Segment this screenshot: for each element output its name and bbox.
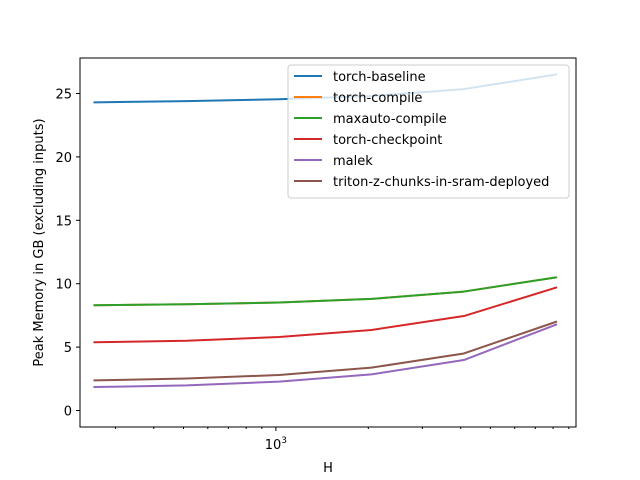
series-line-malek — [93, 323, 558, 389]
series-line-maxauto-compile — [93, 276, 558, 307]
series-line-triton-z-chunks-in-sram-deployed — [93, 320, 558, 382]
legend-label-maxauto-compile: maxauto-compile — [333, 112, 447, 127]
y-tick-label: 10 — [55, 278, 72, 293]
x-tick-exponent: 3 — [281, 436, 287, 446]
x-tick-label: 103 — [265, 436, 287, 453]
legend-frame — [287, 64, 570, 199]
y-tick-label: 20 — [55, 151, 72, 166]
legend-label-torch-checkpoint: torch-checkpoint — [333, 133, 442, 148]
legend-label-triton-z-chunks-in-sram-deployed: triton-z-chunks-in-sram-deployed — [333, 175, 549, 190]
y-axis: 0 5 10 15 20 25 — [55, 88, 80, 420]
x-axis: 103 — [114, 427, 570, 453]
legend-label-torch-baseline: torch-baseline — [333, 70, 426, 85]
x-axis-label: H — [323, 461, 333, 476]
y-axis-label: Peak Memory in GB (excluding inputs) — [32, 118, 47, 366]
series-line-torch-checkpoint — [93, 286, 558, 344]
y-tick-label: 5 — [64, 341, 72, 356]
legend-label-malek: malek — [333, 154, 373, 169]
y-tick-label: 15 — [55, 214, 72, 229]
y-tick-label: 25 — [55, 88, 72, 103]
y-tick-label: 0 — [64, 405, 72, 420]
legend-label-torch-compile: torch-compile — [333, 91, 422, 106]
plot-frame — [79, 57, 577, 428]
legend: torch-baseline torch-compile maxauto-compi… — [287, 64, 570, 199]
